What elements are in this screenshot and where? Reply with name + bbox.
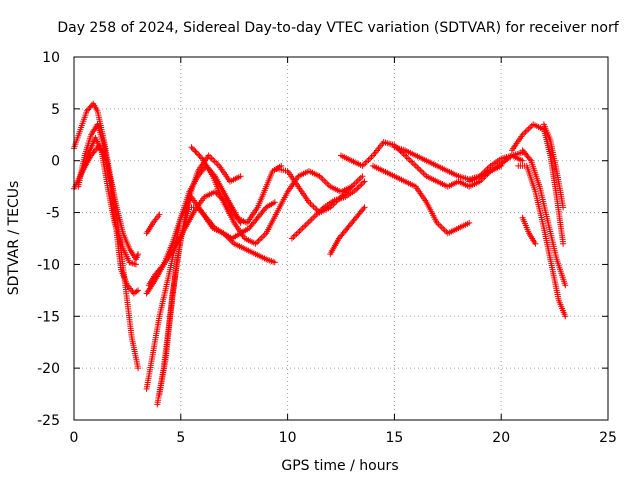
x-tick-label: 20 bbox=[492, 430, 510, 446]
y-tick-label: 5 bbox=[51, 102, 60, 118]
y-axis-label: SDTVAR / TECUs bbox=[6, 181, 22, 296]
y-tick-label: 10 bbox=[42, 50, 60, 66]
point-markers bbox=[156, 199, 278, 398]
x-tick-labels: 0 5 10 15 20 25 bbox=[70, 430, 617, 446]
point-markers bbox=[143, 211, 163, 237]
point-markers bbox=[508, 121, 567, 247]
x-tick-label: 10 bbox=[279, 430, 297, 446]
y-tick-label: -10 bbox=[37, 257, 60, 273]
x-tick-label: 25 bbox=[599, 430, 617, 446]
point-markers bbox=[519, 214, 539, 247]
point-markers bbox=[327, 204, 368, 258]
y-tick-labels: -25 -20 -15 -10 -5 0 5 10 bbox=[37, 50, 60, 429]
y-tick-label: -25 bbox=[37, 413, 60, 429]
series-arc-7 bbox=[156, 199, 278, 398]
point-markers bbox=[466, 152, 526, 185]
point-markers bbox=[338, 139, 505, 190]
point-markers bbox=[288, 178, 368, 242]
series-arc-18 bbox=[466, 152, 526, 185]
point-markers bbox=[540, 121, 567, 211]
plot-frame bbox=[73, 56, 609, 421]
series-arc-13 bbox=[288, 178, 368, 242]
series-arc-10 bbox=[143, 211, 163, 237]
series-arc-20 bbox=[515, 162, 569, 320]
series-arc-16 bbox=[370, 162, 473, 237]
series-arc-15 bbox=[338, 139, 505, 190]
data-points bbox=[71, 100, 569, 408]
y-tick-label: -20 bbox=[37, 361, 60, 377]
series-arc-21 bbox=[519, 147, 569, 289]
point-markers bbox=[188, 144, 355, 247]
series-arc-19 bbox=[508, 121, 567, 247]
series-arc-11 bbox=[188, 144, 355, 247]
x-axis-label: GPS time / hours bbox=[281, 458, 398, 474]
series-arc-14 bbox=[327, 204, 368, 258]
y-tick-label: -5 bbox=[46, 206, 60, 222]
x-tick-label: 15 bbox=[385, 430, 403, 446]
y-tick-label: 0 bbox=[51, 154, 60, 170]
point-markers bbox=[515, 162, 569, 320]
x-tick-label: 5 bbox=[176, 430, 185, 446]
point-markers bbox=[519, 147, 569, 289]
x-tick-label: 0 bbox=[70, 430, 79, 446]
axis-ticks bbox=[73, 56, 609, 421]
y-tick-label: -15 bbox=[37, 309, 60, 325]
series-arc-22 bbox=[540, 121, 567, 211]
point-markers bbox=[370, 162, 473, 237]
point-markers bbox=[77, 134, 139, 268]
series-arc-4 bbox=[77, 134, 139, 268]
series-arc-23 bbox=[519, 214, 539, 247]
chart-title: Day 258 of 2024, Sidereal Day-to-day VTE… bbox=[57, 20, 619, 36]
